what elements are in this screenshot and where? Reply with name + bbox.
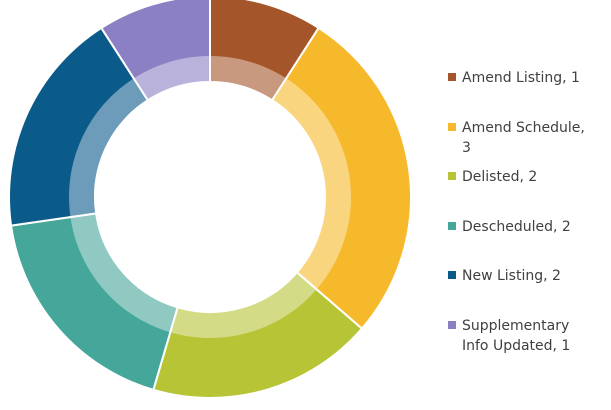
legend-label: Delisted, 2 (462, 169, 538, 185)
donut-segment (270, 26, 412, 331)
legend-swatch (448, 271, 456, 279)
legend-label: New Listing, 2 (462, 268, 561, 284)
legend-item: New Listing, 2 (448, 266, 598, 286)
donut-segment (8, 26, 150, 227)
legend-item: Delisted, 2 (448, 167, 598, 187)
chart (8, 0, 412, 399)
legend-swatch (448, 172, 456, 180)
legend-swatch (448, 122, 456, 131)
legend-label: Amend Listing, 1 (462, 70, 580, 86)
donut-segment (99, 0, 211, 102)
legend-label: Supplementary Info Updated, 1 (462, 317, 571, 354)
legend-label: Amend Schedule, 3 (462, 119, 585, 156)
legend-swatch (448, 320, 456, 329)
legend-swatch (448, 73, 456, 81)
legend-label: Descheduled, 2 (462, 218, 571, 235)
donut-segment (152, 270, 364, 399)
legend-item: Amend Listing, 1 (448, 68, 598, 88)
legend-item: Amend Schedule, 3 (448, 118, 598, 158)
legend-item: Supplementary Info Updated, 1 (448, 316, 598, 356)
legend-swatch (448, 221, 456, 230)
legend-item: Descheduled, 2 (448, 217, 598, 237)
donut-segment (9, 212, 179, 392)
inner-band (69, 56, 351, 338)
